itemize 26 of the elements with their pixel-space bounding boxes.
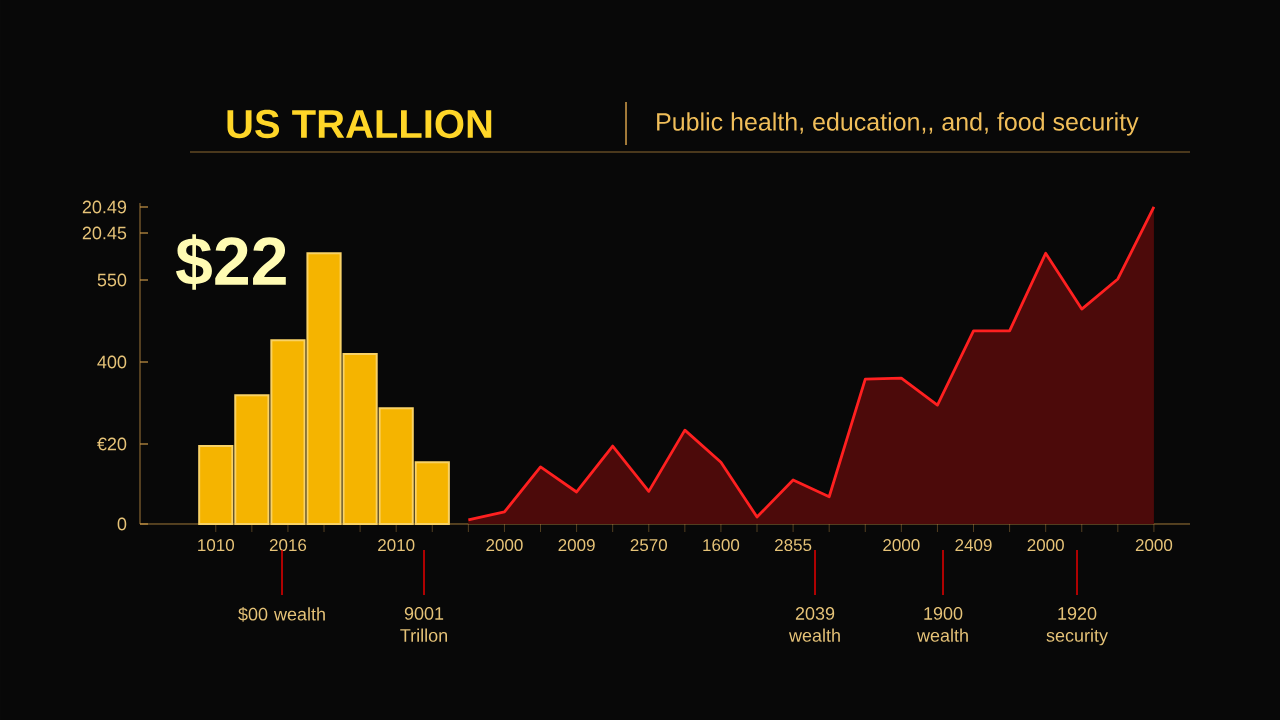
chart-title: US TRALLION [227, 109, 492, 139]
text: 9001 Trillon [400, 607, 447, 642]
x-tick-label: 2009 [558, 539, 595, 552]
chart-subtitle: Public health, education,, and, food security [657, 112, 1139, 136]
x-tick-label: 2000 [1027, 539, 1064, 552]
x-tick-label: 2855 [775, 539, 812, 552]
x-tick-label: 2010 [378, 539, 415, 552]
text: 1920 security [1046, 607, 1108, 646]
x-tick-label: 1010 [198, 539, 235, 552]
text: 550 [97, 273, 127, 287]
x-tick-label: 2409 [955, 539, 992, 552]
text: 400 [97, 355, 127, 369]
x-tick-label: 2000 [486, 539, 523, 552]
text: 1900 wealth [916, 607, 968, 642]
annotation: $22 [175, 234, 286, 290]
x-tick-label: 1600 [703, 539, 740, 552]
text: $00 wealth [238, 607, 325, 622]
text: €20 [97, 437, 127, 451]
text: 20.45 [82, 226, 127, 240]
x-tick-label: 2000 [883, 539, 920, 552]
x-tick-label: 2570 [630, 539, 667, 552]
text: 0 [117, 517, 127, 531]
x-tick-label: 2000 [1135, 539, 1173, 552]
text: 2039 wealth [788, 607, 840, 642]
text: 20.49 [82, 200, 127, 214]
x-tick-label: 2016 [269, 539, 307, 552]
